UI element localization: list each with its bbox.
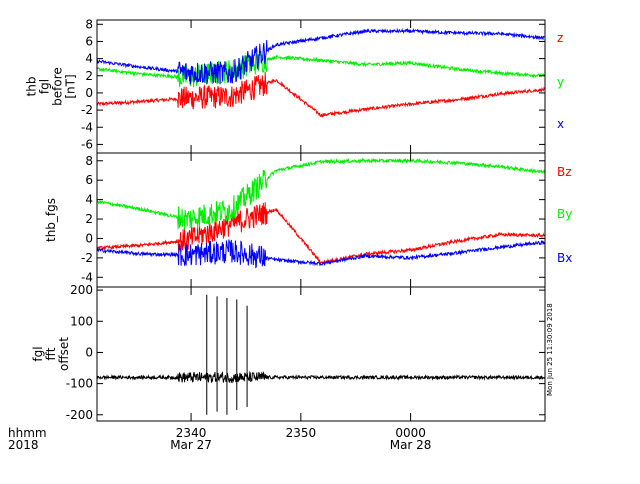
series-line-x — [96, 27, 546, 85]
legend-label-x: x — [557, 117, 564, 131]
panel-bottom: -200 -100 0 100 200 fgl fft offset — [31, 283, 546, 422]
ylabel-line: before — [51, 67, 65, 106]
xtick-label-date: Mar 28 — [390, 438, 432, 452]
ytick-label: 8 — [85, 17, 93, 31]
corner-label-hhmm: hhmm — [8, 426, 47, 440]
legend-label-z: z — [557, 31, 563, 45]
ytick-label: 8 — [85, 154, 93, 168]
series-line-Bz — [96, 202, 546, 265]
ytick-label: 100 — [70, 314, 93, 328]
series-line-By — [96, 157, 546, 230]
ytick-label: -2 — [81, 251, 93, 265]
legend-label-Bx: Bx — [557, 251, 572, 265]
xtick-label-time: 2340 — [176, 426, 207, 440]
panel-top: -6 -4 -2 0 2 4 6 8 thb fgl before [nT] z y x — [25, 17, 564, 154]
ytick-label: 0 — [85, 86, 93, 100]
panel-frame — [96, 19, 546, 154]
ytick-label: 4 — [85, 52, 93, 66]
ylabel-line: thb — [25, 77, 39, 97]
ytick-label: -100 — [66, 377, 93, 391]
xtick-label-time: 2350 — [286, 426, 317, 440]
legend-label-y: y — [557, 75, 564, 89]
ytick-label: -4 — [81, 270, 93, 284]
ylabel-line: offset — [57, 337, 71, 371]
ytick-label: 0 — [85, 231, 93, 245]
ylabel-line: fft — [44, 347, 58, 360]
timestamp-stamp: Mon Jun 25 11:30:09 2018 — [546, 303, 554, 396]
legend-label-Bz: Bz — [557, 165, 572, 179]
ylabel-line: [nT] — [64, 74, 78, 98]
ytick-label: -6 — [81, 137, 93, 151]
ytick-label: 6 — [85, 34, 93, 48]
panel-middle: -4 -2 0 2 4 6 8 thb_fgs Bz By Bx — [44, 152, 572, 288]
ylabel-line: fgl — [38, 79, 52, 94]
series-line-y — [96, 52, 546, 88]
ylabel-line: thb_fgs — [44, 198, 58, 242]
ytick-label: 200 — [70, 283, 93, 297]
ytick-label: 2 — [85, 69, 93, 83]
panel-frame — [96, 286, 546, 422]
ytick-label: 4 — [85, 193, 93, 207]
ytick-label: 0 — [85, 345, 93, 359]
corner-label-2018: 2018 — [8, 438, 39, 452]
xtick-label-time: 0000 — [395, 426, 426, 440]
series-line-Bx — [96, 239, 546, 269]
panel-frame — [96, 152, 546, 288]
ytick-label: -200 — [66, 408, 93, 422]
ytick-label: 6 — [85, 173, 93, 187]
legend-label-By: By — [557, 207, 572, 221]
ytick-label: -2 — [81, 103, 93, 117]
xtick-label-date: Mar 27 — [170, 438, 212, 452]
series-line-offset — [96, 370, 546, 384]
ytick-label: 2 — [85, 212, 93, 226]
ytick-label: -4 — [81, 120, 93, 134]
ylabel-line: fgl — [31, 346, 45, 361]
series-line-z — [96, 72, 546, 118]
